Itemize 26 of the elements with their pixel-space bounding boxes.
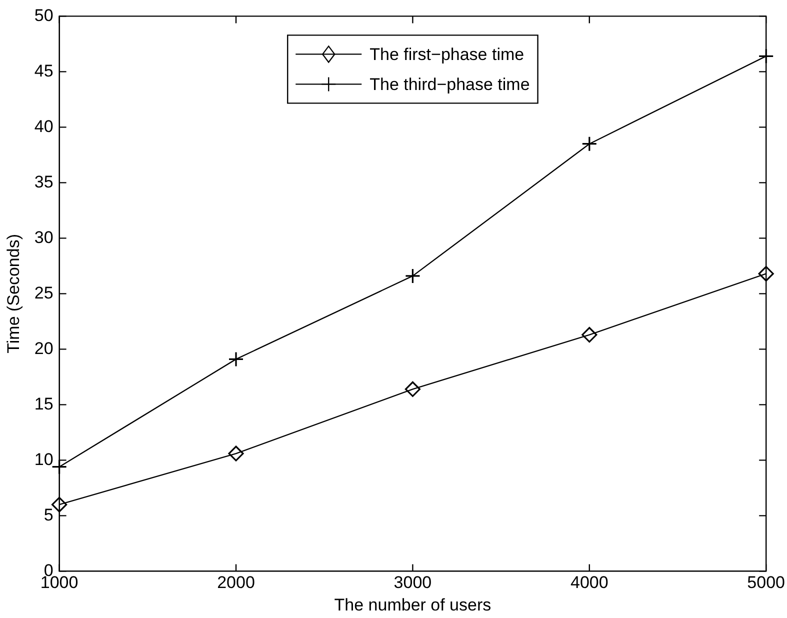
point [758,266,774,282]
y-tick-label: 35 [34,172,54,192]
legend-label: The first−phase time [370,44,524,64]
x-axis-title: The number of users [334,595,492,614]
point [228,351,244,367]
y-tick-label: 20 [34,338,54,358]
y-tick-label: 25 [34,283,54,302]
legend-label: The third−phase time [370,74,530,94]
y-tick-label: 15 [34,394,54,414]
y-axis-title: Time (Seconds) [4,234,23,354]
x-tick-label: 5000 [747,573,786,592]
point [582,326,598,343]
point [52,496,68,512]
x-tick-label: 4000 [570,573,608,592]
point [582,136,598,152]
point [404,381,420,397]
point [404,268,420,284]
y-tick-label: 40 [34,116,54,136]
y-tick-label: 45 [34,61,54,80]
y-tick-label: 10 [34,450,54,469]
y-tick-label: 5 [44,505,54,524]
y-tick-label: 30 [34,228,54,247]
point [228,446,244,462]
x-tick-label: 3000 [394,573,432,592]
y-tick-label: 50 [34,6,54,25]
x-tick-label: 2000 [217,573,255,592]
